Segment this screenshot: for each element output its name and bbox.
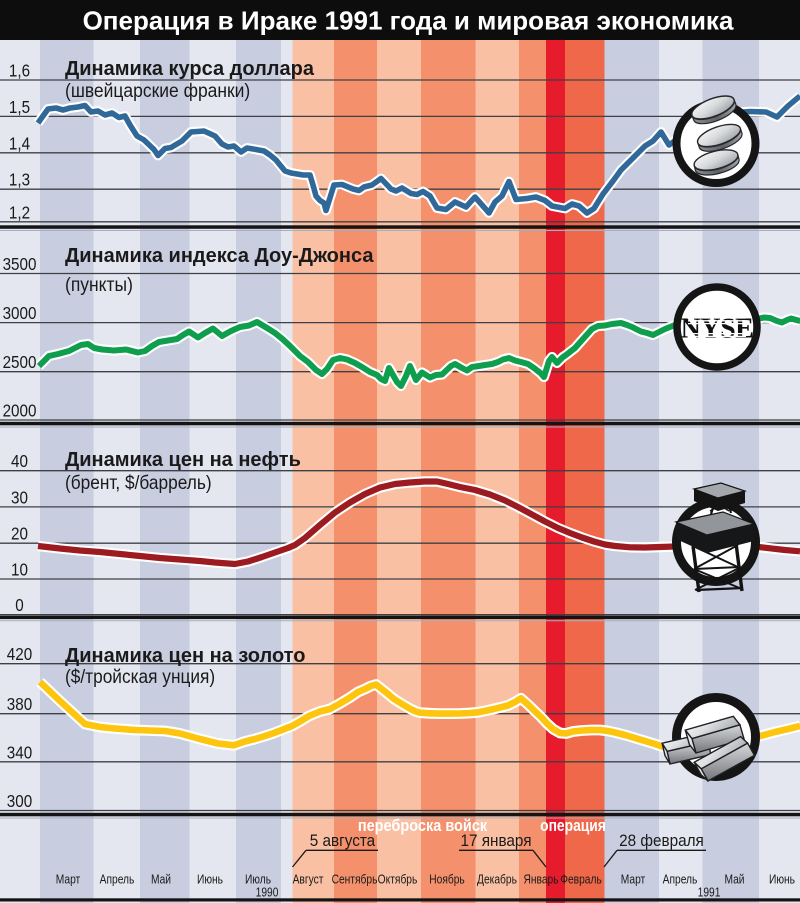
svg-text:Июнь: Июнь — [769, 873, 795, 886]
svg-text:Динамика цен на золото: Динамика цен на золото — [65, 645, 305, 667]
svg-text:Апрель: Апрель — [663, 873, 698, 886]
svg-text:20: 20 — [11, 525, 28, 544]
svg-text:Май: Май — [151, 873, 171, 886]
svg-text:Март: Март — [56, 873, 81, 886]
svg-text:(швейцарские франки): (швейцарские франки) — [65, 79, 250, 101]
svg-text:переброска войск: переброска войск — [358, 817, 488, 835]
svg-text:1,6: 1,6 — [9, 62, 30, 81]
svg-text:2000: 2000 — [3, 402, 37, 421]
svg-text:Март: Март — [621, 873, 646, 886]
svg-text:Декабрь: Декабрь — [477, 873, 517, 886]
svg-text:Май: Май — [724, 873, 744, 886]
svg-text:Октябрь: Октябрь — [378, 873, 418, 886]
svg-text:Апрель: Апрель — [100, 873, 135, 886]
svg-text:(пункты): (пункты) — [65, 273, 133, 295]
svg-text:Сентябрь: Сентябрь — [332, 873, 378, 886]
svg-text:Август: Август — [293, 873, 324, 886]
svg-text:28 февраля: 28 февраля — [619, 831, 704, 850]
svg-text:(брент, $/баррель): (брент, $/баррель) — [65, 472, 212, 493]
svg-text:Динамика индекса Доу-Джонса: Динамика индекса Доу-Джонса — [65, 245, 374, 267]
svg-text:1,4: 1,4 — [9, 134, 30, 153]
svg-text:420: 420 — [7, 645, 32, 664]
svg-text:40: 40 — [11, 452, 28, 471]
svg-text:17 января: 17 января — [460, 831, 531, 850]
svg-text:5 августа: 5 августа — [310, 831, 375, 850]
svg-text:Июль: Июль — [245, 873, 271, 886]
svg-text:340: 340 — [7, 743, 32, 762]
svg-text:Динамика цен на нефть: Динамика цен на нефть — [65, 449, 301, 471]
svg-text:1991: 1991 — [698, 887, 721, 900]
svg-text:0: 0 — [15, 596, 23, 615]
svg-text:3000: 3000 — [3, 304, 37, 323]
svg-text:1,5: 1,5 — [9, 98, 30, 117]
svg-text:1,2: 1,2 — [9, 203, 30, 222]
svg-text:2500: 2500 — [3, 353, 37, 372]
svg-text:Февраль: Февраль — [560, 873, 602, 886]
svg-text:Операция в Ираке 1991 года и м: Операция в Ираке 1991 года и мировая эко… — [83, 6, 734, 36]
svg-text:1990: 1990 — [256, 887, 279, 900]
svg-text:Январь: Январь — [523, 873, 558, 886]
svg-text:($/тройская унция): ($/тройская унция) — [65, 666, 215, 687]
svg-text:30: 30 — [11, 488, 28, 507]
svg-text:380: 380 — [7, 695, 32, 714]
svg-text:3500: 3500 — [3, 255, 37, 274]
svg-text:Динамика курса доллара: Динамика курса доллара — [65, 58, 315, 80]
svg-text:Июнь: Июнь — [197, 873, 223, 886]
svg-text:10: 10 — [11, 561, 28, 580]
svg-text:1,3: 1,3 — [9, 171, 30, 190]
svg-text:операция: операция — [540, 817, 606, 835]
svg-text:300: 300 — [7, 792, 32, 811]
svg-text:Ноябрь: Ноябрь — [429, 873, 465, 886]
